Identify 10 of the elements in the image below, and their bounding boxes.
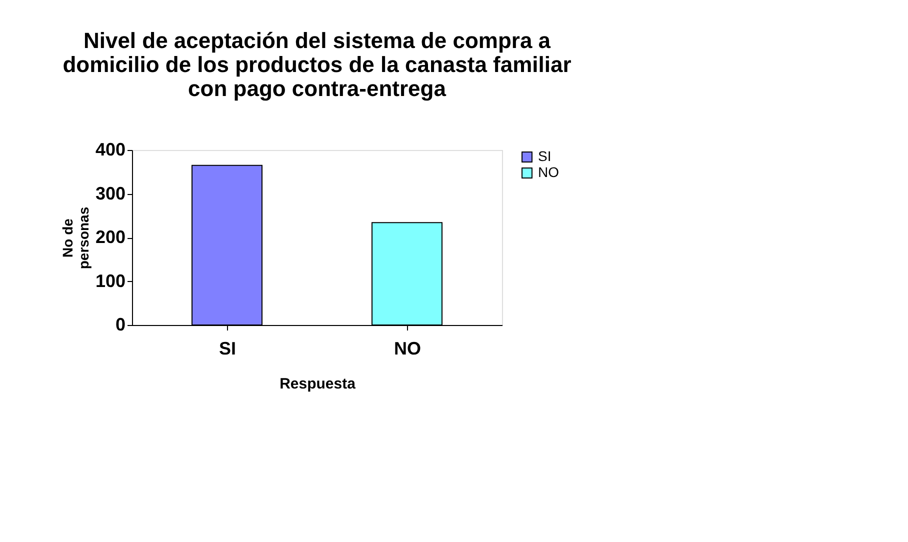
legend-label: SI (538, 148, 552, 164)
x-axis-title: Respuesta (280, 376, 356, 392)
y-tick-label: 400 (95, 140, 126, 160)
y-tick-label: 300 (95, 183, 126, 204)
y-tick-label: 0 (115, 314, 126, 334)
y-tick-label: 100 (95, 270, 126, 291)
legend-label: NO (538, 164, 560, 180)
chart-title: Nivel de aceptación del sistema de compra a domicilio de los productos de la canasta familiar con pago contra-entrega (62, 28, 572, 101)
y-tick-label: 200 (95, 227, 126, 247)
y-axis-title: No de personas (59, 206, 92, 270)
